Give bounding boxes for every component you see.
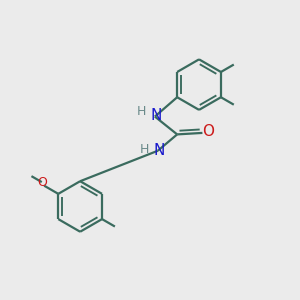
Text: N: N xyxy=(154,143,165,158)
Text: N: N xyxy=(151,108,162,123)
Text: O: O xyxy=(37,176,47,189)
Text: O: O xyxy=(202,124,214,139)
Text: H: H xyxy=(140,143,149,156)
Text: H: H xyxy=(137,105,146,118)
